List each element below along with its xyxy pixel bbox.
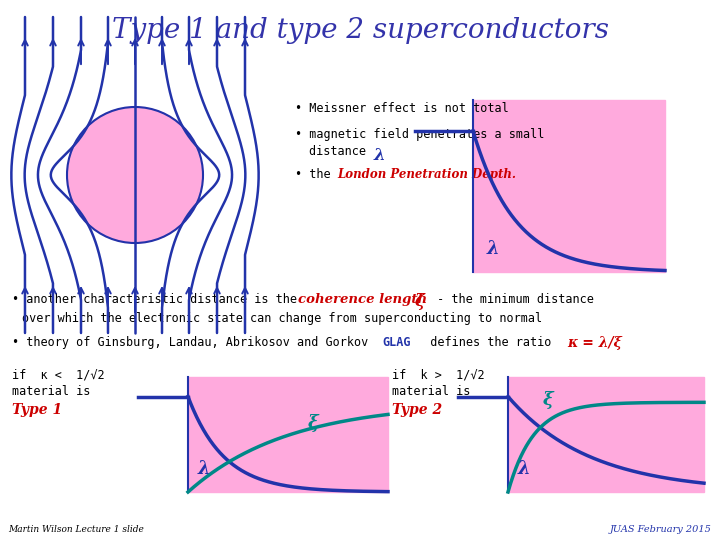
Text: - the minimum distance: - the minimum distance [430, 293, 594, 306]
Text: over which the electronic state can change from superconducting to normal: over which the electronic state can chan… [22, 312, 542, 325]
Text: • Meissner effect is not total: • Meissner effect is not total [295, 102, 509, 115]
Text: • magnetic field penetrates a small: • magnetic field penetrates a small [295, 128, 544, 141]
Text: distance: distance [309, 145, 380, 158]
Text: λ: λ [518, 460, 531, 478]
Bar [473, 100, 665, 272]
Text: κ = λ/ξ: κ = λ/ξ [567, 336, 622, 350]
Text: Type 2: Type 2 [392, 403, 442, 417]
Bar [188, 377, 388, 492]
Circle shape [67, 107, 203, 243]
Text: ζ: ζ [415, 293, 425, 310]
Text: λ: λ [198, 460, 211, 478]
Text: • theory of Ginsburg, Landau, Abrikosov and Gorkov: • theory of Ginsburg, Landau, Abrikosov … [12, 336, 368, 349]
Text: material is: material is [392, 385, 470, 398]
Text: coherence length: coherence length [298, 293, 427, 306]
Text: λ: λ [487, 240, 500, 258]
Text: λ: λ [374, 147, 386, 164]
Text: material is: material is [12, 385, 91, 398]
Text: ξ: ξ [308, 414, 319, 432]
Text: if  k >  1/√2: if k > 1/√2 [392, 369, 485, 382]
Text: ξ: ξ [544, 391, 554, 409]
Text: • another characteristic distance is the: • another characteristic distance is the [12, 293, 304, 306]
Text: • the: • the [295, 168, 345, 181]
Text: defines the ratio: defines the ratio [416, 336, 552, 349]
Text: London Penetration Depth.: London Penetration Depth. [337, 168, 516, 181]
Text: GLAG: GLAG [382, 336, 410, 349]
Bar [508, 377, 704, 492]
Text: Martin Wilson Lecture 1 slide: Martin Wilson Lecture 1 slide [8, 525, 144, 534]
Text: Type 1: Type 1 [12, 403, 62, 417]
Text: JUAS February 2015: JUAS February 2015 [610, 525, 712, 534]
Text: if  κ <  1/√2: if κ < 1/√2 [12, 369, 104, 382]
Text: Type 1 and type 2 superconductors: Type 1 and type 2 superconductors [112, 17, 608, 44]
